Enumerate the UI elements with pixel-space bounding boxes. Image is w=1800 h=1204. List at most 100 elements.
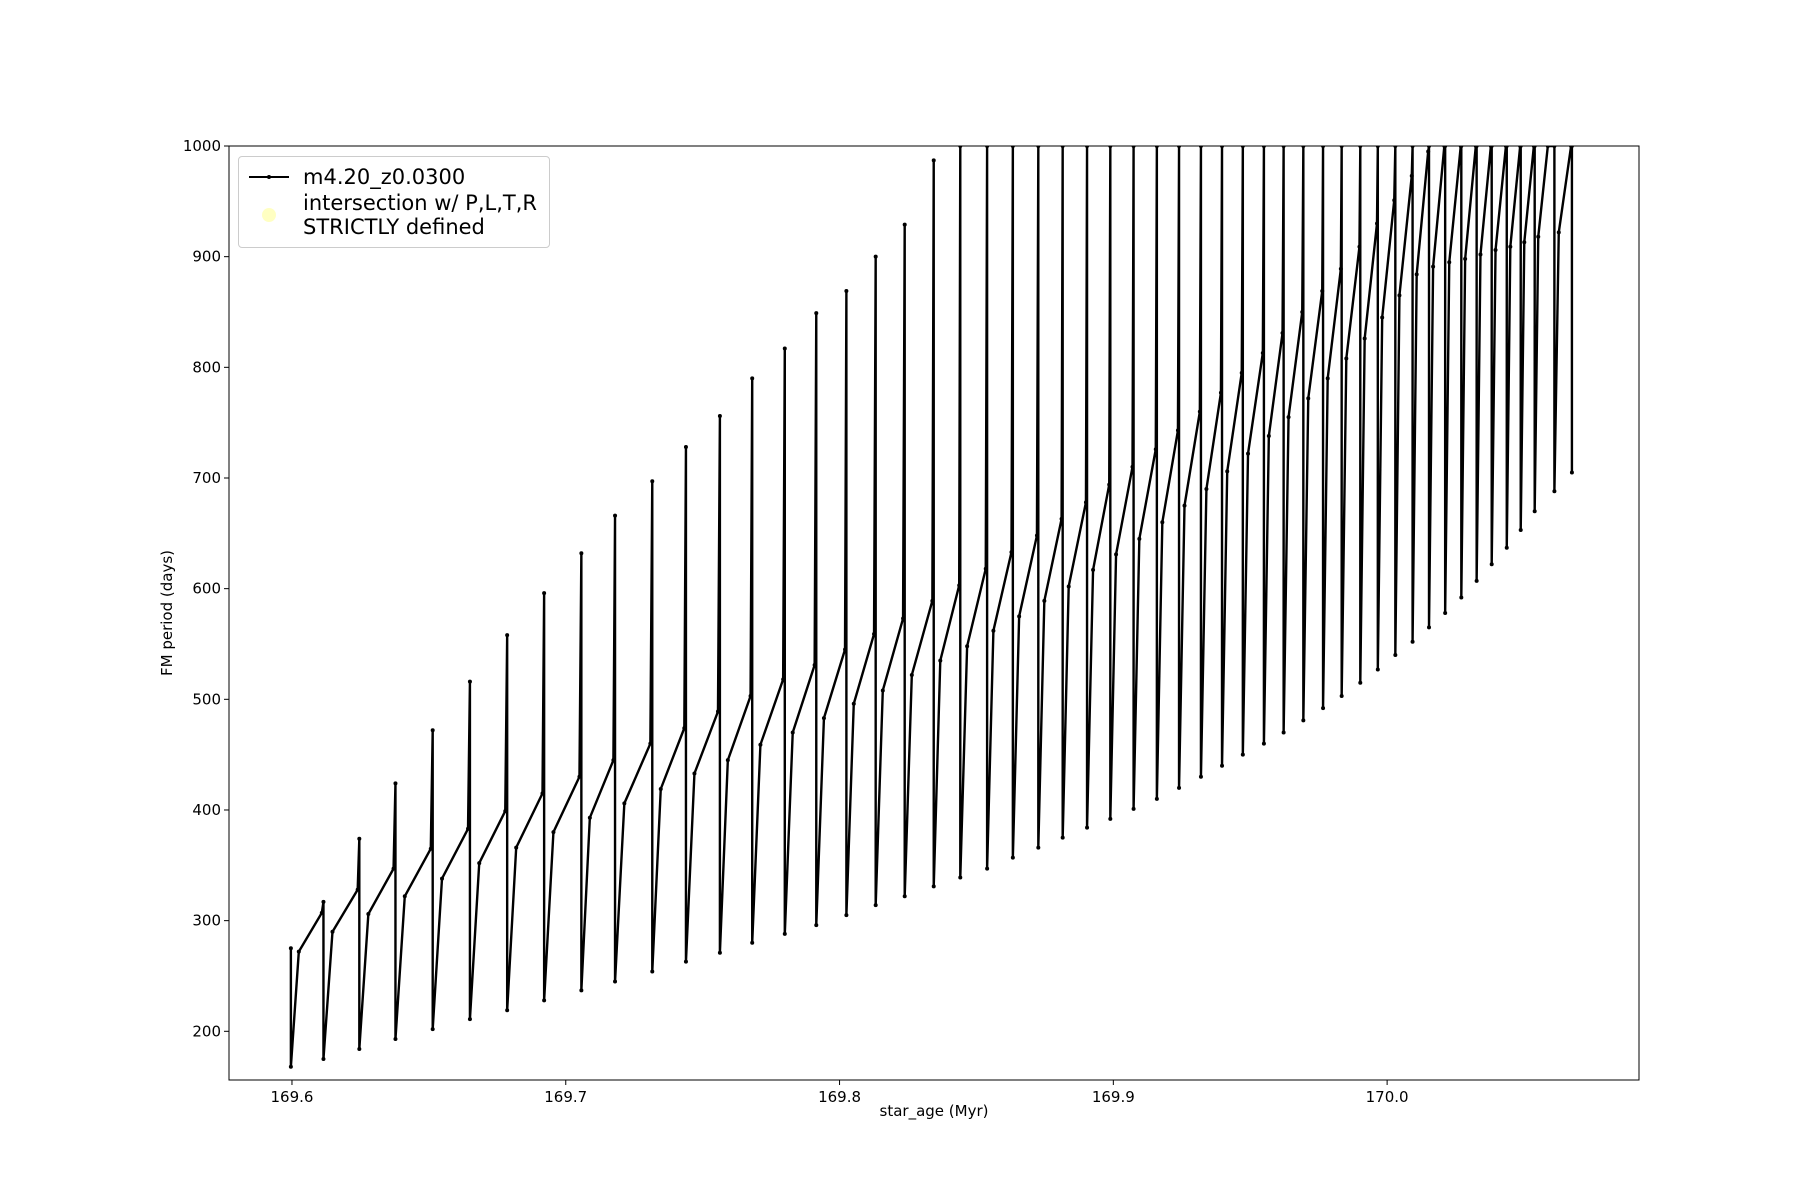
data-point — [402, 894, 407, 899]
data-point — [542, 998, 547, 1003]
data-point — [1240, 752, 1245, 757]
data-point — [477, 861, 482, 866]
y-tick-label: 200 — [192, 1022, 221, 1040]
y-tick-label: 600 — [192, 580, 221, 598]
data-point — [1344, 356, 1349, 361]
data-point — [1339, 693, 1344, 698]
data-point — [812, 663, 817, 668]
data-point — [909, 672, 914, 677]
legend-entry: m4.20_z0.0300 — [239, 165, 549, 189]
data-point — [1357, 244, 1362, 249]
legend-entry: intersection w/ P,L,T,R STRICTLY defined — [239, 191, 549, 239]
data-point — [542, 591, 547, 596]
data-point — [692, 771, 697, 776]
data-point — [1261, 741, 1266, 746]
y-tick-label: 500 — [192, 690, 221, 708]
data-point — [1177, 785, 1182, 790]
data-point — [717, 414, 722, 419]
plot-frame — [228, 145, 1640, 1081]
data-point — [1392, 198, 1397, 203]
data-point — [1083, 500, 1088, 505]
data-point — [540, 791, 545, 796]
data-point — [1414, 272, 1419, 277]
data-point — [1218, 390, 1223, 395]
data-point — [873, 903, 878, 908]
data-point — [781, 677, 786, 682]
data-point — [1160, 520, 1165, 525]
data-point — [1556, 230, 1561, 235]
data-point — [931, 884, 936, 889]
data-point — [393, 781, 398, 786]
data-point — [843, 647, 848, 652]
data-point — [1410, 639, 1415, 644]
data-point — [505, 1008, 510, 1013]
data-point — [750, 940, 755, 945]
data-point — [622, 801, 627, 806]
data-point — [1175, 428, 1180, 433]
data-point — [1239, 370, 1244, 375]
data-point — [1493, 248, 1498, 253]
data-point — [288, 1064, 293, 1069]
legend: m4.20_z0.0300 intersection w/ P,L,T,R ST… — [238, 156, 550, 248]
data-point — [1508, 244, 1513, 249]
data-point — [551, 830, 556, 835]
data-point — [1204, 487, 1209, 492]
data-point — [1518, 528, 1523, 533]
data-point — [1281, 730, 1286, 735]
data-point — [782, 346, 787, 351]
data-point — [715, 709, 720, 714]
data-point — [1463, 256, 1468, 261]
data-point — [321, 899, 326, 904]
data-point — [1374, 221, 1379, 226]
data-point — [682, 726, 687, 731]
data-point — [1321, 706, 1326, 711]
data-point — [821, 716, 826, 721]
data-point — [1338, 266, 1343, 271]
data-point — [1478, 252, 1483, 257]
data-point — [1325, 376, 1330, 381]
data-point — [1009, 550, 1014, 555]
data-point — [1362, 336, 1367, 341]
x-tick-label: 169.7 — [544, 1088, 587, 1106]
data-point — [1010, 855, 1015, 860]
data-point — [748, 693, 753, 698]
data-point — [466, 826, 471, 831]
y-tick-label: 700 — [192, 469, 221, 487]
data-point — [611, 758, 616, 763]
data-point — [1137, 536, 1142, 541]
data-point — [873, 254, 878, 259]
data-point — [613, 513, 618, 518]
data-point — [319, 910, 324, 915]
data-point — [658, 786, 663, 791]
data-point — [321, 1056, 326, 1061]
data-point — [725, 758, 730, 763]
data-point — [851, 701, 856, 706]
data-point — [514, 845, 519, 850]
data-point — [1459, 595, 1464, 600]
data-point — [1552, 489, 1557, 494]
data-point — [1107, 482, 1112, 487]
data-point — [1036, 845, 1041, 850]
legend-swatch — [262, 208, 276, 222]
data-point — [1522, 240, 1527, 245]
data-point — [467, 679, 472, 684]
data-point — [844, 913, 849, 918]
data-point — [930, 598, 935, 603]
data-point — [357, 1047, 362, 1052]
data-point — [366, 912, 371, 917]
data-point — [1154, 796, 1159, 801]
data-point — [393, 1037, 398, 1042]
data-point — [1532, 509, 1537, 514]
data-point — [357, 836, 362, 841]
data-point — [1225, 469, 1230, 474]
x-tick-label: 170.0 — [1366, 1088, 1409, 1106]
y-tick-label: 800 — [192, 358, 221, 376]
data-point — [1536, 234, 1541, 239]
data-point — [880, 688, 885, 693]
data-point — [1042, 598, 1047, 603]
data-point — [683, 959, 688, 964]
data-point — [1300, 309, 1305, 314]
data-point — [1085, 825, 1090, 830]
data-point — [1280, 331, 1285, 336]
